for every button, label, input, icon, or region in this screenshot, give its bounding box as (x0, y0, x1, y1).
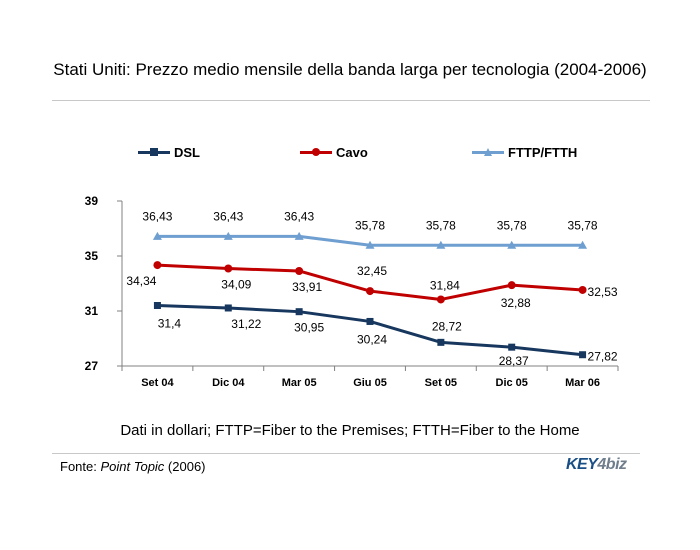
legend-label-cavo: Cavo (336, 144, 368, 160)
chart-note: Dati in dollari; FTTP=Fiber to the Premi… (120, 422, 580, 439)
y-tick-label: 31 (85, 304, 99, 318)
legend-swatch-dsl (138, 146, 170, 158)
y-tick-label: 39 (85, 194, 99, 208)
data-label: 28,37 (499, 354, 529, 368)
x-tick-label: Mar 05 (282, 377, 317, 389)
series-point (294, 231, 304, 240)
bottom-divider (52, 453, 640, 454)
x-tick-label: Mar 06 (565, 377, 600, 389)
chart-title: Stati Uniti: Prezzo medio mensile della … (53, 60, 647, 79)
series-point (153, 302, 161, 309)
series-point (507, 281, 516, 290)
y-tick-label: 27 (85, 359, 99, 373)
series-point (579, 351, 587, 359)
source-prefix: Fonte: (60, 459, 101, 474)
x-tick-label: Giu 05 (353, 377, 387, 389)
series-point (508, 343, 516, 351)
series-line-0 (157, 304, 583, 357)
data-label: 35,78 (426, 218, 456, 232)
data-label: 36,43 (284, 209, 314, 223)
x-tick-label: Dic 05 (496, 377, 528, 389)
key4biz-logo: KEY4biz (566, 456, 627, 473)
data-label: 31,4 (158, 317, 182, 331)
chart-legend: DSL Cavo FTTP/FTTH (0, 140, 700, 164)
x-tick-label: Set 05 (425, 377, 457, 389)
legend-item-fttp: FTTP/FTTH (472, 140, 577, 164)
x-tick-label: Set 04 (141, 377, 174, 389)
legend-label-dsl: DSL (174, 144, 200, 160)
series-point (224, 304, 232, 312)
series-point (366, 317, 374, 325)
data-label: 35,78 (497, 218, 527, 232)
source-name: Point Topic (100, 459, 165, 474)
series-point (437, 338, 445, 346)
source-line: Fonte: Point Topic (2006) (60, 459, 206, 474)
legend-label-fttp: FTTP/FTTH (508, 144, 578, 160)
legend-item-cavo: Cavo (300, 140, 368, 164)
data-label: 36,43 (142, 209, 172, 223)
legend-swatch-cavo (300, 146, 332, 158)
data-label: 31,22 (231, 317, 261, 331)
series-point (436, 240, 446, 249)
y-tick-label: 35 (85, 249, 99, 263)
series-point (578, 285, 587, 294)
series-point (295, 266, 304, 275)
series-point (295, 308, 303, 316)
top-divider (52, 100, 650, 101)
source-suffix: (2006) (164, 459, 206, 474)
series-point (153, 261, 162, 270)
legend-swatch-fttp (472, 146, 504, 158)
data-label: 32,53 (588, 285, 618, 299)
data-label: 32,88 (501, 296, 531, 310)
x-tick-label: Dic 04 (212, 377, 245, 389)
data-label: 32,45 (357, 264, 387, 278)
series-point (578, 240, 588, 249)
data-label: 34,09 (221, 278, 251, 292)
series-point (365, 240, 375, 249)
data-label: 28,72 (432, 319, 462, 333)
series-point (507, 240, 517, 249)
series-point (224, 264, 233, 273)
data-label: 36,43 (213, 209, 243, 223)
series-point (152, 231, 162, 240)
series-point (366, 287, 374, 296)
data-label: 35,78 (568, 218, 598, 232)
series-point (223, 231, 233, 240)
series-point (436, 295, 445, 304)
data-label: 31,84 (430, 278, 460, 292)
data-label: 35,78 (355, 218, 385, 232)
data-label: 30,95 (294, 321, 324, 335)
data-label: 27,82 (588, 350, 618, 364)
data-label: 34,34 (126, 274, 156, 288)
data-label: 33,91 (292, 280, 322, 294)
data-label: 30,24 (357, 332, 387, 346)
legend-item-dsl: DSL (138, 140, 200, 164)
